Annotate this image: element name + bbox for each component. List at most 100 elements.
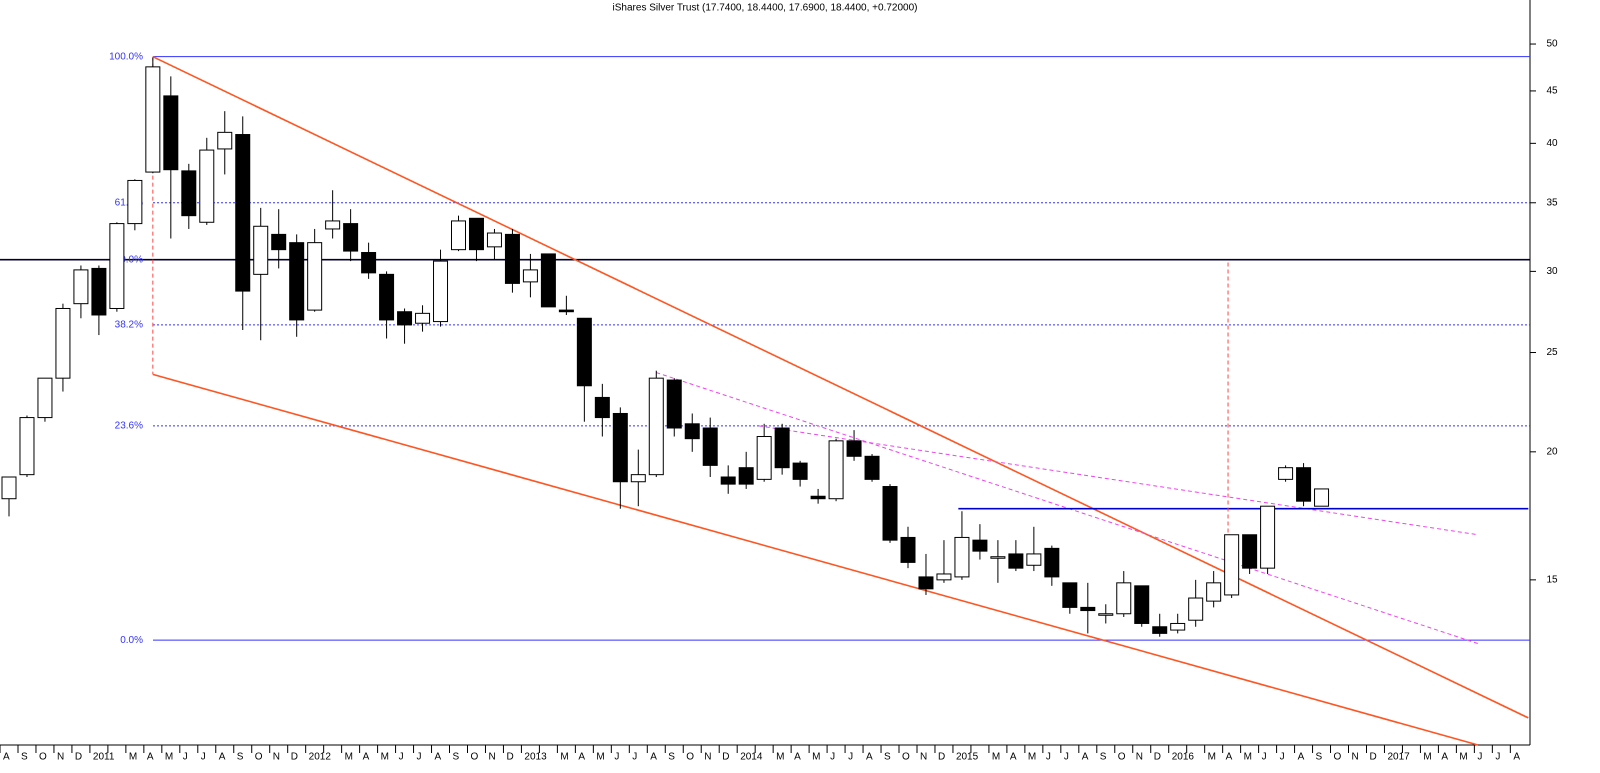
candle-body (648, 377, 664, 476)
candle-body (379, 273, 395, 321)
candle-body (217, 131, 233, 150)
x-tick-label: M (1423, 752, 1431, 763)
candle-body (1170, 622, 1186, 631)
y-tick-label: 30 (1546, 266, 1558, 277)
x-tick-label: M (1028, 752, 1036, 763)
x-tick-label: O (686, 752, 694, 763)
y-tick-label: 40 (1546, 138, 1558, 149)
candle-body (1008, 553, 1024, 569)
x-tick-label: D (506, 752, 513, 763)
candle-body (289, 242, 305, 321)
x-tick-label: J (399, 752, 404, 763)
candle-body (163, 95, 179, 171)
x-tick-label: O (902, 752, 910, 763)
x-tick-label: M (165, 752, 173, 763)
y-tick-label: 25 (1546, 347, 1558, 358)
candle-body (1188, 597, 1204, 621)
candle-body (1224, 534, 1240, 596)
x-tick-label: A (1298, 752, 1305, 763)
x-tick-label: S (884, 752, 891, 763)
y-tick-label: 50 (1546, 39, 1558, 50)
x-tick-label: A (435, 752, 442, 763)
x-tick-label: D (291, 752, 298, 763)
candle-body (936, 573, 952, 581)
candle-body (271, 233, 287, 251)
candle-body (774, 427, 790, 469)
x-tick-label: S (453, 752, 460, 763)
x-tick-label: 2017 (1387, 752, 1410, 763)
x-tick-label: J (614, 752, 619, 763)
x-tick-label: D (1154, 752, 1161, 763)
trendline (656, 372, 1479, 645)
x-tick-label: A (866, 752, 873, 763)
y-tick-label: 20 (1546, 446, 1558, 457)
x-tick-label: S (237, 752, 244, 763)
x-tick-label: O (255, 752, 263, 763)
trendline (152, 373, 1479, 746)
x-tick-label: S (1100, 752, 1107, 763)
x-tick-label: A (578, 752, 585, 763)
candle-body (181, 170, 197, 217)
candle-body (253, 225, 269, 275)
x-tick-label: A (363, 752, 370, 763)
candle-body (1314, 488, 1330, 507)
candle-body (397, 311, 413, 326)
fib-label: 38.2% (115, 320, 143, 331)
candle-body (576, 317, 592, 387)
chart-title: iShares Silver Trust (17.7400, 18.4400, … (613, 3, 918, 14)
candle-body (415, 312, 431, 324)
candle-body (127, 179, 143, 225)
x-tick-label: A (3, 752, 10, 763)
x-tick-label: S (21, 752, 28, 763)
x-tick-label: A (794, 752, 801, 763)
candle-body (1098, 613, 1114, 616)
x-tick-label: M (992, 752, 1000, 763)
x-tick-label: O (1118, 752, 1126, 763)
x-tick-label: J (848, 752, 853, 763)
candle-body (558, 309, 574, 313)
candle-body (972, 539, 988, 552)
x-tick-label: D (938, 752, 945, 763)
candle-body (810, 495, 826, 500)
x-tick-label: A (1082, 752, 1089, 763)
candle-body (828, 440, 844, 500)
candle-body (343, 223, 359, 252)
x-tick-label: J (632, 752, 637, 763)
candle-body (846, 440, 862, 457)
candle-body (361, 251, 377, 274)
x-tick-label: O (1334, 752, 1342, 763)
candle-body (1296, 467, 1312, 502)
x-tick-label: O (470, 752, 478, 763)
x-tick-label: 2014 (740, 752, 763, 763)
x-tick-label: A (219, 752, 226, 763)
x-tick-label: M (1208, 752, 1216, 763)
candle-body (792, 462, 808, 480)
x-tick-label: 2015 (956, 752, 979, 763)
x-tick-label: 2012 (309, 752, 332, 763)
fib-label: 50.0% (115, 254, 143, 265)
candle-body (468, 217, 484, 251)
x-tick-label: J (201, 752, 206, 763)
candle-body (882, 486, 898, 541)
x-tick-label: A (1441, 752, 1448, 763)
x-tick-label: S (1316, 752, 1323, 763)
candle-body (540, 253, 556, 308)
x-tick-label: J (1477, 752, 1482, 763)
x-tick-label: D (722, 752, 729, 763)
x-tick-label: M (776, 752, 784, 763)
candle-body (73, 269, 89, 305)
candle-body (1260, 505, 1276, 569)
x-tick-label: J (1262, 752, 1267, 763)
x-tick-label: M (129, 752, 137, 763)
x-tick-label: N (488, 752, 495, 763)
candle-body (19, 417, 35, 476)
trendline (152, 55, 1529, 719)
fib-label: 0.0% (120, 635, 143, 646)
candle-body (91, 267, 107, 316)
candle-body (1278, 467, 1294, 480)
candle-body (199, 149, 215, 223)
x-tick-label: A (650, 752, 657, 763)
x-tick-label: O (39, 752, 47, 763)
